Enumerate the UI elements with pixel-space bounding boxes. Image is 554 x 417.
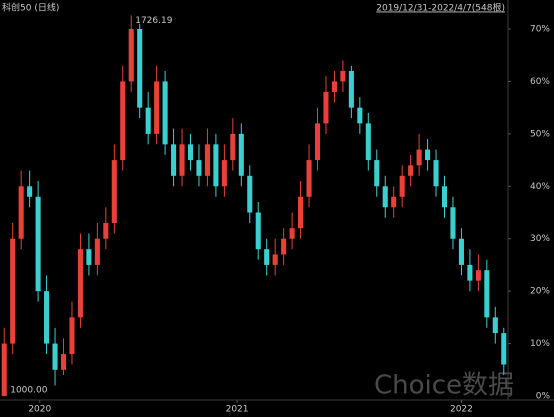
x-tick-label: 2020 [28, 405, 51, 415]
candle-body [501, 333, 507, 365]
y-tick-label: 0% [536, 392, 551, 402]
candle-body [171, 144, 177, 176]
candle-body [27, 186, 33, 197]
y-tick-label: 30% [530, 234, 550, 244]
candle-body [382, 186, 388, 208]
candle-body [137, 29, 143, 108]
x-tick-label: 2022 [450, 405, 473, 415]
watermark: Choice数据 [374, 371, 514, 401]
candle-body [374, 160, 380, 187]
chart-title: 科创50 (日线) [2, 2, 59, 14]
candle-body [408, 165, 414, 176]
candle-body [441, 186, 448, 208]
candle-body [458, 238, 464, 265]
candle-body [416, 149, 422, 166]
candle-body [314, 123, 321, 161]
candle-body [484, 270, 490, 318]
candle-body [272, 254, 278, 265]
chart-subtitle: 2019/12/31-2022/4/7(548根) [376, 2, 505, 14]
candle-body [391, 196, 397, 208]
candle-body [60, 354, 67, 370]
candle-body [289, 228, 295, 239]
annotation-max: 1726.19 [135, 16, 172, 26]
candle-body [18, 186, 24, 239]
candle-body [298, 196, 304, 229]
candle-body [44, 291, 50, 344]
candle-body [213, 144, 219, 187]
candle-body [450, 207, 456, 239]
candle-body [399, 175, 405, 197]
candle-body [86, 249, 92, 265]
candle-body [238, 133, 244, 176]
candle-body [230, 133, 236, 161]
candle-body [10, 238, 16, 344]
candle-body [52, 343, 58, 370]
candle-body [187, 144, 194, 161]
annotation-min: 1000.00 [10, 386, 47, 396]
candle-body [120, 81, 126, 161]
candle-body [145, 107, 151, 134]
y-tick-label: 40% [530, 182, 550, 192]
y-tick-label: 20% [530, 287, 550, 297]
candle-body [1, 343, 7, 396]
y-tick-label: 10% [530, 339, 550, 349]
candle-body [340, 70, 346, 82]
x-tick-label: 2021 [226, 405, 249, 415]
candle-body [221, 160, 227, 187]
candle-body [323, 91, 329, 124]
y-tick-label: 60% [530, 77, 550, 87]
candle-body [204, 144, 210, 176]
candle-body [425, 149, 431, 161]
candle-body [111, 160, 117, 223]
candle-body [103, 222, 109, 239]
candle-body [331, 81, 337, 92]
candle-body [306, 160, 312, 197]
candle-body [154, 81, 160, 134]
y-tick-label: 50% [530, 129, 550, 139]
candle-body [365, 123, 371, 161]
y-tick-label: 70% [530, 25, 550, 35]
candle-body [475, 270, 481, 281]
candle-body [162, 81, 168, 145]
candle-body [348, 70, 354, 108]
candle-body [128, 29, 134, 82]
candle-body [255, 212, 261, 250]
candle-body [69, 317, 75, 355]
candle-body [467, 264, 473, 281]
candle-body [196, 160, 202, 176]
candle-body [264, 249, 270, 265]
candle-body [281, 238, 287, 255]
candle-body [247, 175, 253, 213]
candle-body [357, 107, 363, 124]
candle-body [179, 144, 185, 176]
candle-body [94, 238, 100, 265]
candle-body [492, 317, 498, 334]
candle-body [433, 160, 439, 187]
candle-body [35, 196, 41, 292]
candle-body [77, 249, 83, 318]
